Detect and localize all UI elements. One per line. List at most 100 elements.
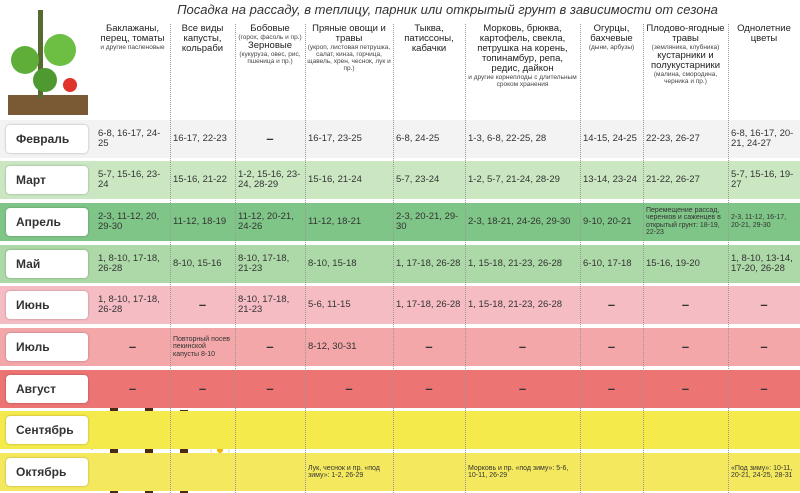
table-cell: 6-8, 16-17, 24-25 <box>98 127 161 149</box>
month-label: Сентябрь <box>6 416 88 445</box>
table-cell: – <box>681 339 690 354</box>
table-cell: 8-12, 30-31 <box>308 341 357 352</box>
column-title: Тыква, патиссоны, кабачки <box>404 23 454 54</box>
table-cell: 8-10, 17-18, 21-23 <box>238 294 290 316</box>
column-divider <box>643 24 644 493</box>
table-cell: Повторный посев пекинской капусты 8-10 <box>173 335 230 358</box>
column-header: Все виды капусты, кольраби <box>170 24 235 116</box>
table-cell: – <box>198 380 207 396</box>
table-cell: 6-10, 17-18 <box>583 257 632 269</box>
row-band <box>0 244 800 283</box>
column-header: Пряные овощи и травы (укроп, листовая пет… <box>305 24 393 116</box>
column-divider <box>170 24 171 493</box>
table-cell: Перемещение рассад, черенков и саженцев … <box>646 206 721 237</box>
column-title: Бобовые <box>250 23 290 34</box>
column-note: (малина, смородина, черника и пр.) <box>653 71 718 85</box>
table-cell: 2-3, 18-21, 24-26, 29-30 <box>468 215 571 227</box>
table-cell: 5-7, 15-16, 19-27 <box>731 169 794 191</box>
column-header: Однолетние цветы <box>728 24 800 116</box>
column-header: Плодово-ягодные травы (земляника, клубник… <box>643 24 728 116</box>
column-title: Однолетние цветы <box>737 23 791 44</box>
table-cell: 8-10, 17-18, 21-23 <box>238 252 290 274</box>
table-cell: – <box>345 380 353 396</box>
column-title: Морковь, брюква, картофель, свекла, петр… <box>477 23 568 74</box>
table-cell: 16-17, 22-23 <box>173 132 227 144</box>
table-cell: 13-14, 23-24 <box>583 174 637 186</box>
table-cell: – <box>128 339 137 354</box>
row-band <box>0 369 800 408</box>
table-cell: – <box>266 130 274 146</box>
table-cell: – <box>266 339 274 354</box>
table-cell: 21-22, 26-27 <box>646 174 700 186</box>
table-cell: 5-7, 23-24 <box>396 174 440 186</box>
table-cell: 5-7, 15-16, 23-24 <box>98 169 161 191</box>
month-label: Май <box>6 249 88 278</box>
row-band <box>0 328 800 366</box>
table-cell: 11-12, 18-21 <box>308 215 362 227</box>
table-cell: – <box>518 339 527 354</box>
row-band <box>0 202 800 241</box>
table-cell: – <box>681 380 690 396</box>
column-title: Все виды капусты, кольраби <box>181 23 224 54</box>
table-cell: 15-16, 21-24 <box>308 174 362 186</box>
column-header: Морковь, брюква, картофель, свекла, петр… <box>465 24 580 116</box>
table-cell: 16-17, 23-25 <box>308 132 362 144</box>
table-cell: – <box>425 339 433 354</box>
column-divider <box>393 24 394 493</box>
column-divider <box>580 24 581 493</box>
table-cell: 8-10, 15-16 <box>173 257 222 269</box>
table-cell: 15-16, 21-22 <box>173 174 227 186</box>
table-cell: 1, 8-10, 17-18, 26-28 <box>98 294 160 316</box>
table-cell: – <box>518 380 527 396</box>
month-label: Февраль <box>6 124 88 153</box>
table-cell: 11-12, 20-21, 24-26 <box>238 210 294 232</box>
table-cell: 5-6, 11-15 <box>308 299 351 311</box>
month-label: Октябрь <box>6 458 88 487</box>
table-cell: 1, 8-10, 17-18, 26-28 <box>98 252 160 274</box>
column-note: (земляника, клубника) <box>651 44 720 51</box>
column-note: (кукуруза, овес, рис, пшеница и пр.) <box>239 51 301 65</box>
row-band <box>0 119 800 158</box>
table-cell: 1-2, 15-16, 23-24, 28-29 <box>238 169 301 191</box>
table-cell: – <box>425 380 433 396</box>
table-cell: 1, 15-18, 21-23, 26-28 <box>468 299 563 311</box>
table-cell: 1-3, 6-8, 22-25, 28 <box>468 132 547 144</box>
month-label: Апрель <box>6 207 88 236</box>
table-cell: – <box>681 297 690 313</box>
table-cell: 15-16, 19-20 <box>646 257 700 269</box>
column-header: Тыква, патиссоны, кабачки <box>393 24 465 116</box>
column-header: Баклажаны, перец, томаты и другие паслено… <box>95 24 170 116</box>
month-label: Июль <box>6 333 88 361</box>
table-cell: 8-10, 15-18 <box>308 257 357 269</box>
column-divider <box>728 24 729 493</box>
table-cell: 2-3, 20-21, 29-30 <box>396 210 459 232</box>
column-note: (дыни, арбузы) <box>588 44 635 51</box>
column-title: Зерновые <box>248 40 292 51</box>
table-cell: – <box>128 380 137 396</box>
row-band <box>0 453 800 492</box>
month-label: Август <box>6 374 88 403</box>
table-cell: 1, 17-18, 26-28 <box>396 257 461 269</box>
column-title: кустарники и полукустарники <box>651 50 720 71</box>
table-cell: – <box>760 297 768 313</box>
column-title: Плодово-ягодные травы <box>646 23 725 44</box>
table-cell: 1-2, 5-7, 21-24, 28-29 <box>468 174 560 186</box>
column-header: Огурцы, бахчевые (дыни, арбузы) <box>580 24 643 116</box>
row-band <box>0 411 800 450</box>
column-note: и другие пасленовые <box>100 44 165 51</box>
row-band <box>0 286 800 325</box>
table-cell: – <box>607 380 616 396</box>
table-cell: – <box>607 339 616 354</box>
column-note: и другие корнеплоды с длительным сроком … <box>468 74 577 88</box>
garden-illustration <box>8 10 88 115</box>
table-cell: – <box>266 380 274 396</box>
table-cell: – <box>198 297 207 313</box>
row-band <box>0 161 800 200</box>
table-cell: 1, 17-18, 26-28 <box>396 299 461 311</box>
table-cell: «Под зиму»: 10-11, 20-21, 24-25, 28-31 <box>731 464 793 480</box>
table-cell: – <box>607 297 616 313</box>
column-title: Огурцы, бахчевые <box>590 23 633 44</box>
table-cell: Лук, чеснок и пр. «под зиму»: 1-2, 26-29 <box>308 464 380 480</box>
table-cell: 1, 8-10, 13-14, 17-20, 26-28 <box>731 252 793 274</box>
